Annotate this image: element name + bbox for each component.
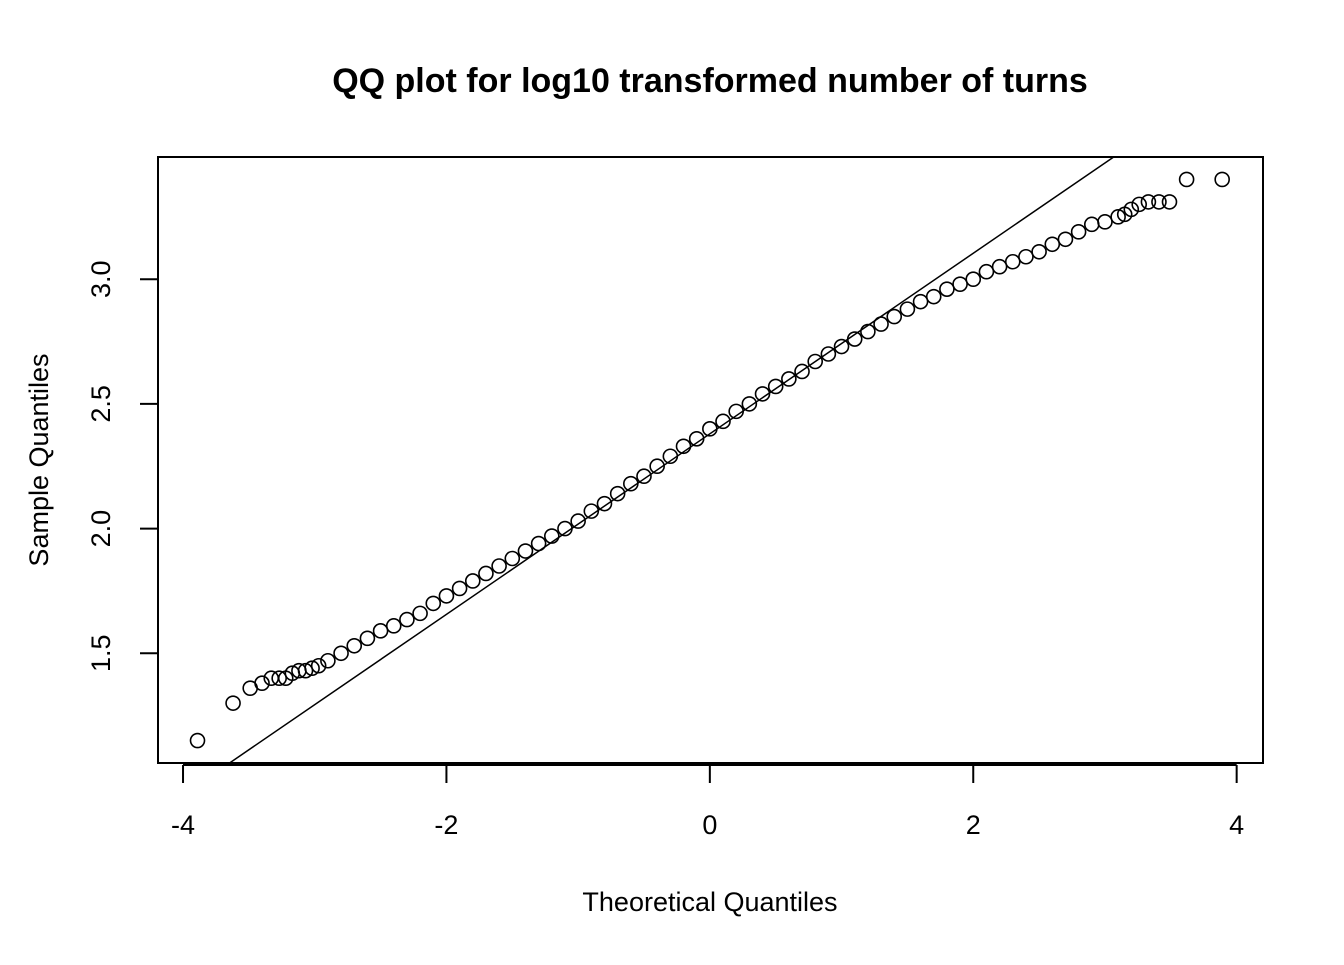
point [807,353,824,370]
point [991,258,1008,275]
point [873,316,889,332]
plot-area [228,157,1116,763]
point [451,580,468,597]
point [583,503,600,519]
point [333,645,349,662]
point [728,403,744,420]
point [899,301,916,317]
point [464,573,481,589]
point [372,623,389,639]
point [225,695,241,711]
point [320,652,336,669]
point [1070,224,1087,240]
point [385,618,402,634]
point [304,660,320,677]
point [570,513,586,529]
point [399,611,415,628]
point [359,630,376,647]
point [1110,209,1126,225]
point [715,413,731,430]
point [596,495,613,512]
point [346,637,363,654]
y-tick-label: 3.0 [86,260,116,298]
chart-title: QQ plot for log10 transformed number of … [332,62,1088,100]
point [412,605,428,622]
point [741,396,758,412]
x-axis-title: Theoretical Quantiles [582,887,837,917]
point [1178,171,1195,188]
point [623,475,639,492]
point [965,271,982,287]
point [978,263,995,280]
y-tick-label: 2.5 [86,385,116,423]
point [688,431,705,447]
point [491,558,507,574]
point [609,485,626,502]
point [478,565,494,582]
point [543,528,560,544]
point [702,421,718,437]
point [530,535,547,552]
x-tick-label: 4 [1229,810,1244,840]
point [649,458,665,475]
point [675,438,692,455]
reference-line [228,157,1116,763]
point [189,732,206,749]
point [1057,231,1074,248]
point [820,346,837,362]
point [886,308,903,325]
point [297,662,314,679]
y-axis-title: Sample Quantiles [24,353,54,566]
point [952,276,968,292]
point [754,386,771,402]
x-tick-label: 0 [702,810,717,840]
point [846,331,863,347]
point [1140,194,1157,210]
point [781,371,797,387]
point [662,448,679,465]
point [1018,248,1034,265]
point [504,550,521,567]
y-tick-label: 2.0 [86,510,116,548]
point [438,588,455,604]
point [1097,214,1113,230]
point [925,288,942,305]
point [517,543,534,559]
point [1161,194,1178,210]
point [1151,194,1167,210]
point [860,323,876,340]
point [1044,236,1061,253]
point [794,363,810,380]
point [833,338,850,355]
point [1214,171,1230,188]
point [557,520,573,537]
point [636,468,652,485]
point [767,378,784,395]
point [425,595,442,612]
x-tick-label: 2 [966,810,981,840]
y-tick-label: 1.5 [86,634,116,672]
point [1004,253,1021,270]
point [271,670,287,687]
point [1031,243,1047,260]
point [939,281,955,297]
x-tick-label: -4 [171,810,195,840]
point [254,675,270,691]
point [1123,201,1140,218]
point [912,293,929,310]
point [310,657,327,674]
x-tick-label: -2 [434,810,458,840]
point [1131,196,1147,213]
